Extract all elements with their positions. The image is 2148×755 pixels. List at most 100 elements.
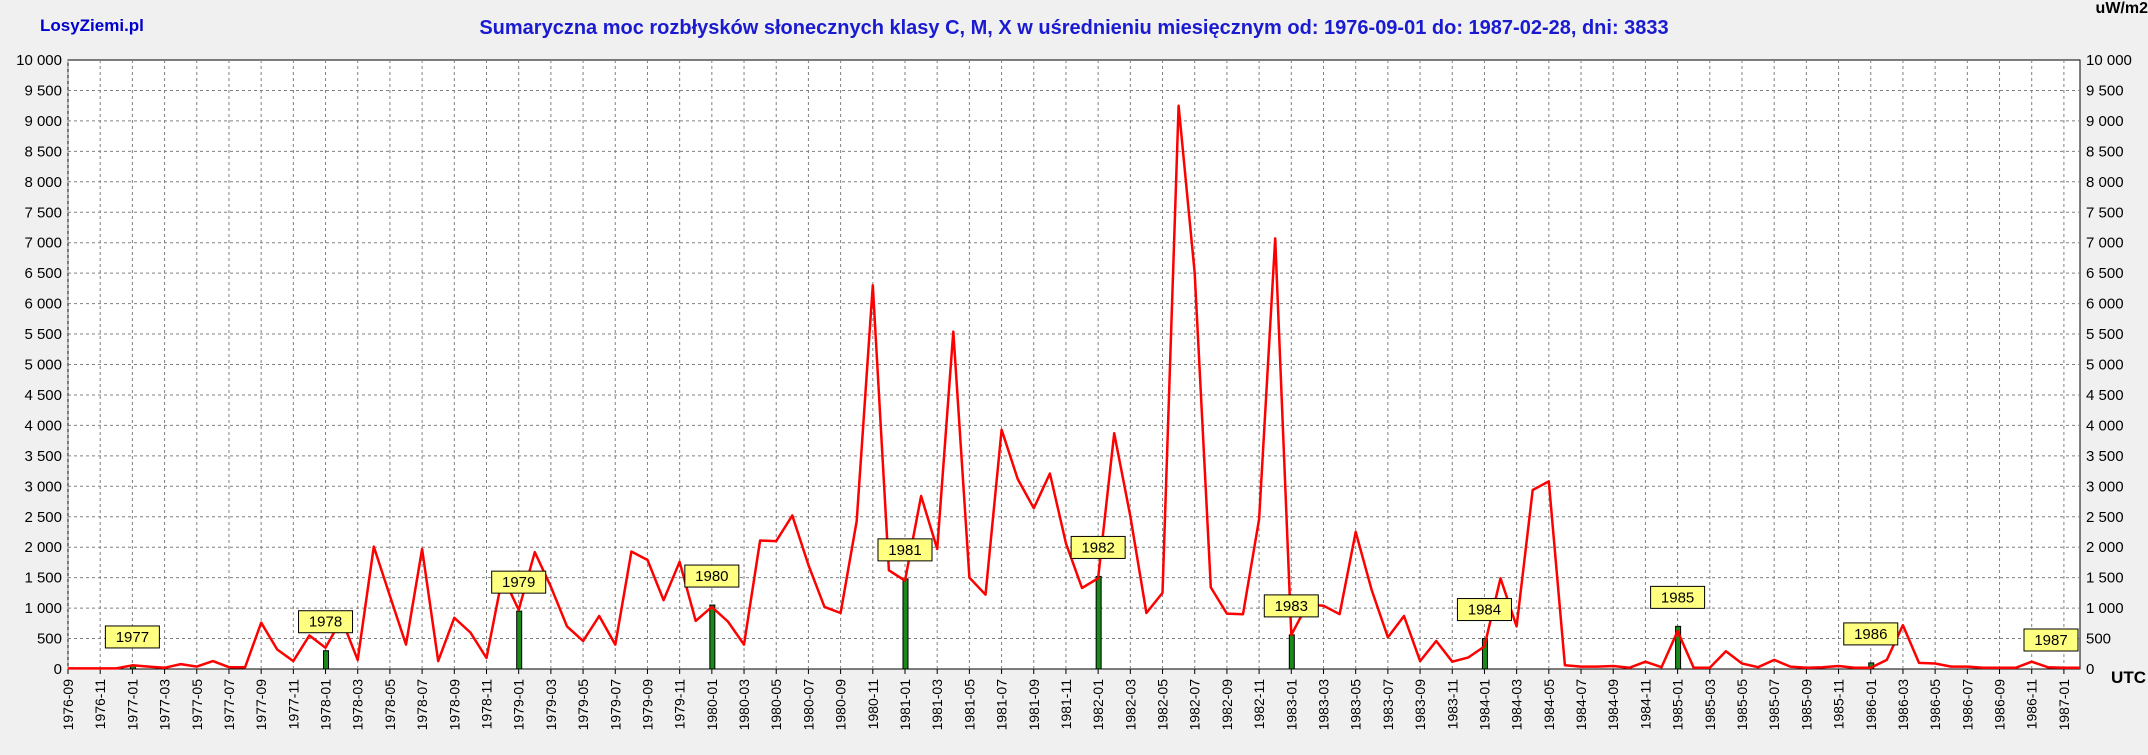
x-tick-label: 1983-05 — [1348, 679, 1364, 731]
y-tick-label-right: 2 500 — [2086, 509, 2124, 526]
x-tick-label: 1986-07 — [1959, 679, 1975, 731]
x-tick-label: 1985-01 — [1670, 679, 1686, 731]
x-tick-label: 1978-07 — [414, 679, 430, 731]
x-tick-label: 1980-01 — [704, 679, 720, 731]
y-tick-label-right: 9 000 — [2086, 113, 2124, 130]
x-tick-label: 1978-03 — [350, 679, 366, 731]
year-label: 1987 — [2034, 632, 2067, 649]
site-label[interactable]: LosyZiemi.pl — [40, 16, 144, 35]
x-tick-label: 1985-09 — [1798, 679, 1814, 731]
y-tick-label-right: 10 000 — [2086, 52, 2132, 69]
y-tick-label-left: 9 500 — [24, 82, 62, 99]
x-tick-label: 1982-09 — [1219, 679, 1235, 731]
x-tick-label: 1979-09 — [639, 679, 655, 731]
year-marker-bar — [902, 578, 909, 670]
y-tick-label-right: 6 000 — [2086, 296, 2124, 313]
x-tick-label: 1981-01 — [897, 679, 913, 731]
year-label-box — [1843, 622, 1899, 646]
x-tick-label: 1978-11 — [478, 679, 494, 730]
y-tick-label-right: 7 000 — [2086, 235, 2124, 252]
y-tick-label-left: 6 000 — [24, 296, 62, 313]
year-label-box — [2023, 628, 2079, 652]
x-tick-label: 1978-09 — [446, 679, 462, 731]
x-tick-label: 1977-03 — [157, 679, 173, 731]
x-tick-label: 1986-09 — [1992, 679, 2008, 731]
x-tick-label: 1984-03 — [1509, 679, 1525, 731]
year-label-box — [491, 570, 547, 594]
chart-title: Sumaryczna moc rozbłysków słonecznych kl… — [479, 17, 1669, 39]
x-tick-label: 1984-11 — [1637, 679, 1653, 730]
y-tick-label-left: 2 000 — [24, 539, 62, 556]
year-label: 1984 — [1468, 602, 1501, 619]
x-tick-label: 1983-07 — [1380, 679, 1396, 731]
y-tick-label-right: 3 500 — [2086, 448, 2124, 465]
year-marker-bar — [1675, 625, 1682, 670]
x-axis-unit: UTC — [2111, 668, 2146, 687]
y-tick-label-right: 8 500 — [2086, 143, 2124, 160]
y-tick-label-left: 2 500 — [24, 509, 62, 526]
y-tick-label-right: 2 000 — [2086, 539, 2124, 556]
y-tick-label-left: 1 500 — [24, 570, 62, 587]
x-tick-label: 1981-11 — [1058, 679, 1074, 730]
x-tick-label: 1977-09 — [253, 679, 269, 731]
year-marker-bar — [709, 604, 716, 670]
y-tick-label-left: 500 — [37, 631, 62, 648]
x-tick-label: 1981-05 — [961, 679, 977, 731]
x-tick-label: 1981-09 — [1026, 679, 1042, 731]
year-marker-bar — [1095, 575, 1102, 670]
y-tick-label-right: 3 000 — [2086, 478, 2124, 495]
y-tick-label-left: 0 — [54, 661, 62, 678]
year-label: 1982 — [1081, 539, 1114, 556]
y-tick-label-left: 5 000 — [24, 357, 62, 374]
y-tick-label-left: 9 000 — [24, 113, 62, 130]
y-tick-label-left: 7 000 — [24, 235, 62, 252]
y-tick-label-right: 1 000 — [2086, 600, 2124, 617]
year-label: 1980 — [695, 568, 728, 585]
x-tick-label: 1982-05 — [1155, 679, 1171, 731]
x-tick-label: 1982-07 — [1187, 679, 1203, 731]
y-tick-label-right: 4 500 — [2086, 387, 2124, 404]
x-tick-label: 1977-01 — [124, 679, 140, 731]
y-axis-unit: uW/m2 — [2095, 0, 2148, 17]
x-tick-label: 1984-07 — [1573, 679, 1589, 731]
year-label-box — [1650, 585, 1706, 609]
x-tick-label: 1976-11 — [92, 679, 108, 730]
x-tick-label: 1979-11 — [672, 679, 688, 730]
year-label-box — [1456, 598, 1512, 622]
x-tick-label: 1981-03 — [929, 679, 945, 731]
x-tick-label: 1985-07 — [1766, 679, 1782, 731]
x-tick-label: 1985-03 — [1702, 679, 1718, 731]
x-tick-label: 1986-03 — [1895, 679, 1911, 731]
x-tick-label: 1977-07 — [221, 679, 237, 731]
x-tick-label: 1980-05 — [768, 679, 784, 731]
x-tick-label: 1983-09 — [1412, 679, 1428, 731]
x-tick-label: 1983-01 — [1283, 679, 1299, 731]
x-tick-label: 1979-05 — [575, 679, 591, 731]
x-tick-label: 1978-01 — [318, 679, 334, 731]
year-label-box — [298, 610, 354, 634]
x-tick-label: 1977-05 — [189, 679, 205, 731]
x-tick-label: 1976-09 — [60, 679, 76, 731]
year-label: 1981 — [888, 542, 921, 559]
x-tick-label: 1978-05 — [382, 679, 398, 731]
year-label: 1985 — [1661, 589, 1694, 606]
y-tick-label-left: 7 500 — [24, 204, 62, 221]
year-marker-bar — [1288, 634, 1295, 670]
year-label-box — [684, 564, 740, 588]
year-label: 1977 — [116, 629, 149, 646]
y-tick-label-left: 3 500 — [24, 448, 62, 465]
x-tick-label: 1982-03 — [1122, 679, 1138, 731]
year-marker-bar — [516, 610, 523, 670]
y-tick-label-left: 4 500 — [24, 387, 62, 404]
x-tick-label: 1981-07 — [994, 679, 1010, 731]
y-tick-label-right: 9 500 — [2086, 82, 2124, 99]
y-tick-label-right: 6 500 — [2086, 265, 2124, 282]
y-tick-label-right: 0 — [2086, 661, 2094, 678]
year-marker-bar — [1481, 638, 1488, 670]
y-tick-label-left: 3 000 — [24, 478, 62, 495]
x-tick-label: 1985-05 — [1734, 679, 1750, 731]
x-tick-label: 1979-01 — [511, 679, 527, 731]
x-tick-label: 1982-01 — [1090, 679, 1106, 731]
x-tick-label: 1986-05 — [1927, 679, 1943, 731]
y-tick-label-left: 8 500 — [24, 143, 62, 160]
